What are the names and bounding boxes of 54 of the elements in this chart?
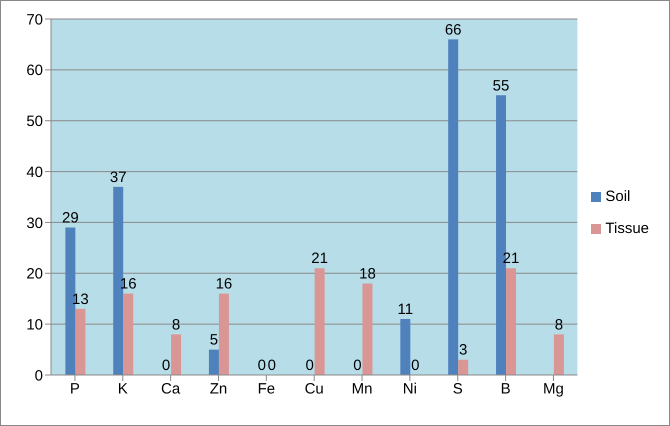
data-label: 3 <box>459 342 468 359</box>
x-tick-label: Mg <box>543 380 564 398</box>
bar <box>171 334 182 375</box>
data-label: 0 <box>162 356 170 374</box>
data-label: 18 <box>359 265 376 282</box>
bar <box>448 39 458 375</box>
bar <box>218 294 229 375</box>
data-label: 0 <box>268 356 276 374</box>
x-tick-label: B <box>500 380 511 398</box>
bar <box>362 283 372 375</box>
data-label: 21 <box>502 250 520 268</box>
x-tick-label: K <box>118 380 128 398</box>
x-tick-label: Ca <box>161 380 181 398</box>
y-tick-label: 0 <box>34 367 43 384</box>
data-label: 55 <box>492 77 510 94</box>
x-tick-label: Ni <box>402 380 417 398</box>
bar <box>554 334 564 375</box>
y-tick-label: 50 <box>26 113 43 130</box>
data-label: 0 <box>353 356 362 374</box>
data-label: 8 <box>554 316 564 334</box>
y-tick-label: 60 <box>26 62 43 80</box>
data-label: 0 <box>258 356 266 374</box>
y-tick-label: 10 <box>26 316 43 334</box>
data-label: 8 <box>172 316 180 334</box>
x-tick-label: P <box>70 380 80 398</box>
bar <box>314 268 325 375</box>
x-tick-label: Mn <box>352 380 372 398</box>
data-label: 11 <box>398 301 414 318</box>
x-tick-label: Fe <box>258 380 276 398</box>
x-tick-label: Cu <box>304 380 324 398</box>
data-label: 29 <box>62 210 79 227</box>
data-label: 13 <box>72 290 89 308</box>
y-tick-label: 70 <box>26 11 43 28</box>
bar <box>506 268 516 375</box>
y-tick-label: 40 <box>26 164 43 181</box>
bar <box>400 319 410 375</box>
y-tick-label: 30 <box>26 214 43 232</box>
data-label: 16 <box>120 276 137 293</box>
legend-label: Soil <box>605 188 630 205</box>
data-label: 37 <box>110 168 127 186</box>
legend-label: Tissue <box>605 220 649 237</box>
y-tick-label: 20 <box>26 266 43 283</box>
data-label: 5 <box>210 332 218 349</box>
bar <box>208 350 219 375</box>
bar <box>123 294 134 375</box>
data-label: 0 <box>411 356 420 374</box>
x-tick-label: Zn <box>210 380 228 398</box>
data-label: 16 <box>216 276 232 293</box>
bar <box>458 360 468 375</box>
x-tick-label: S <box>452 380 463 398</box>
bar <box>75 308 86 375</box>
data-label: 0 <box>305 356 314 374</box>
data-label: 66 <box>444 21 462 38</box>
data-label: 21 <box>311 250 328 268</box>
